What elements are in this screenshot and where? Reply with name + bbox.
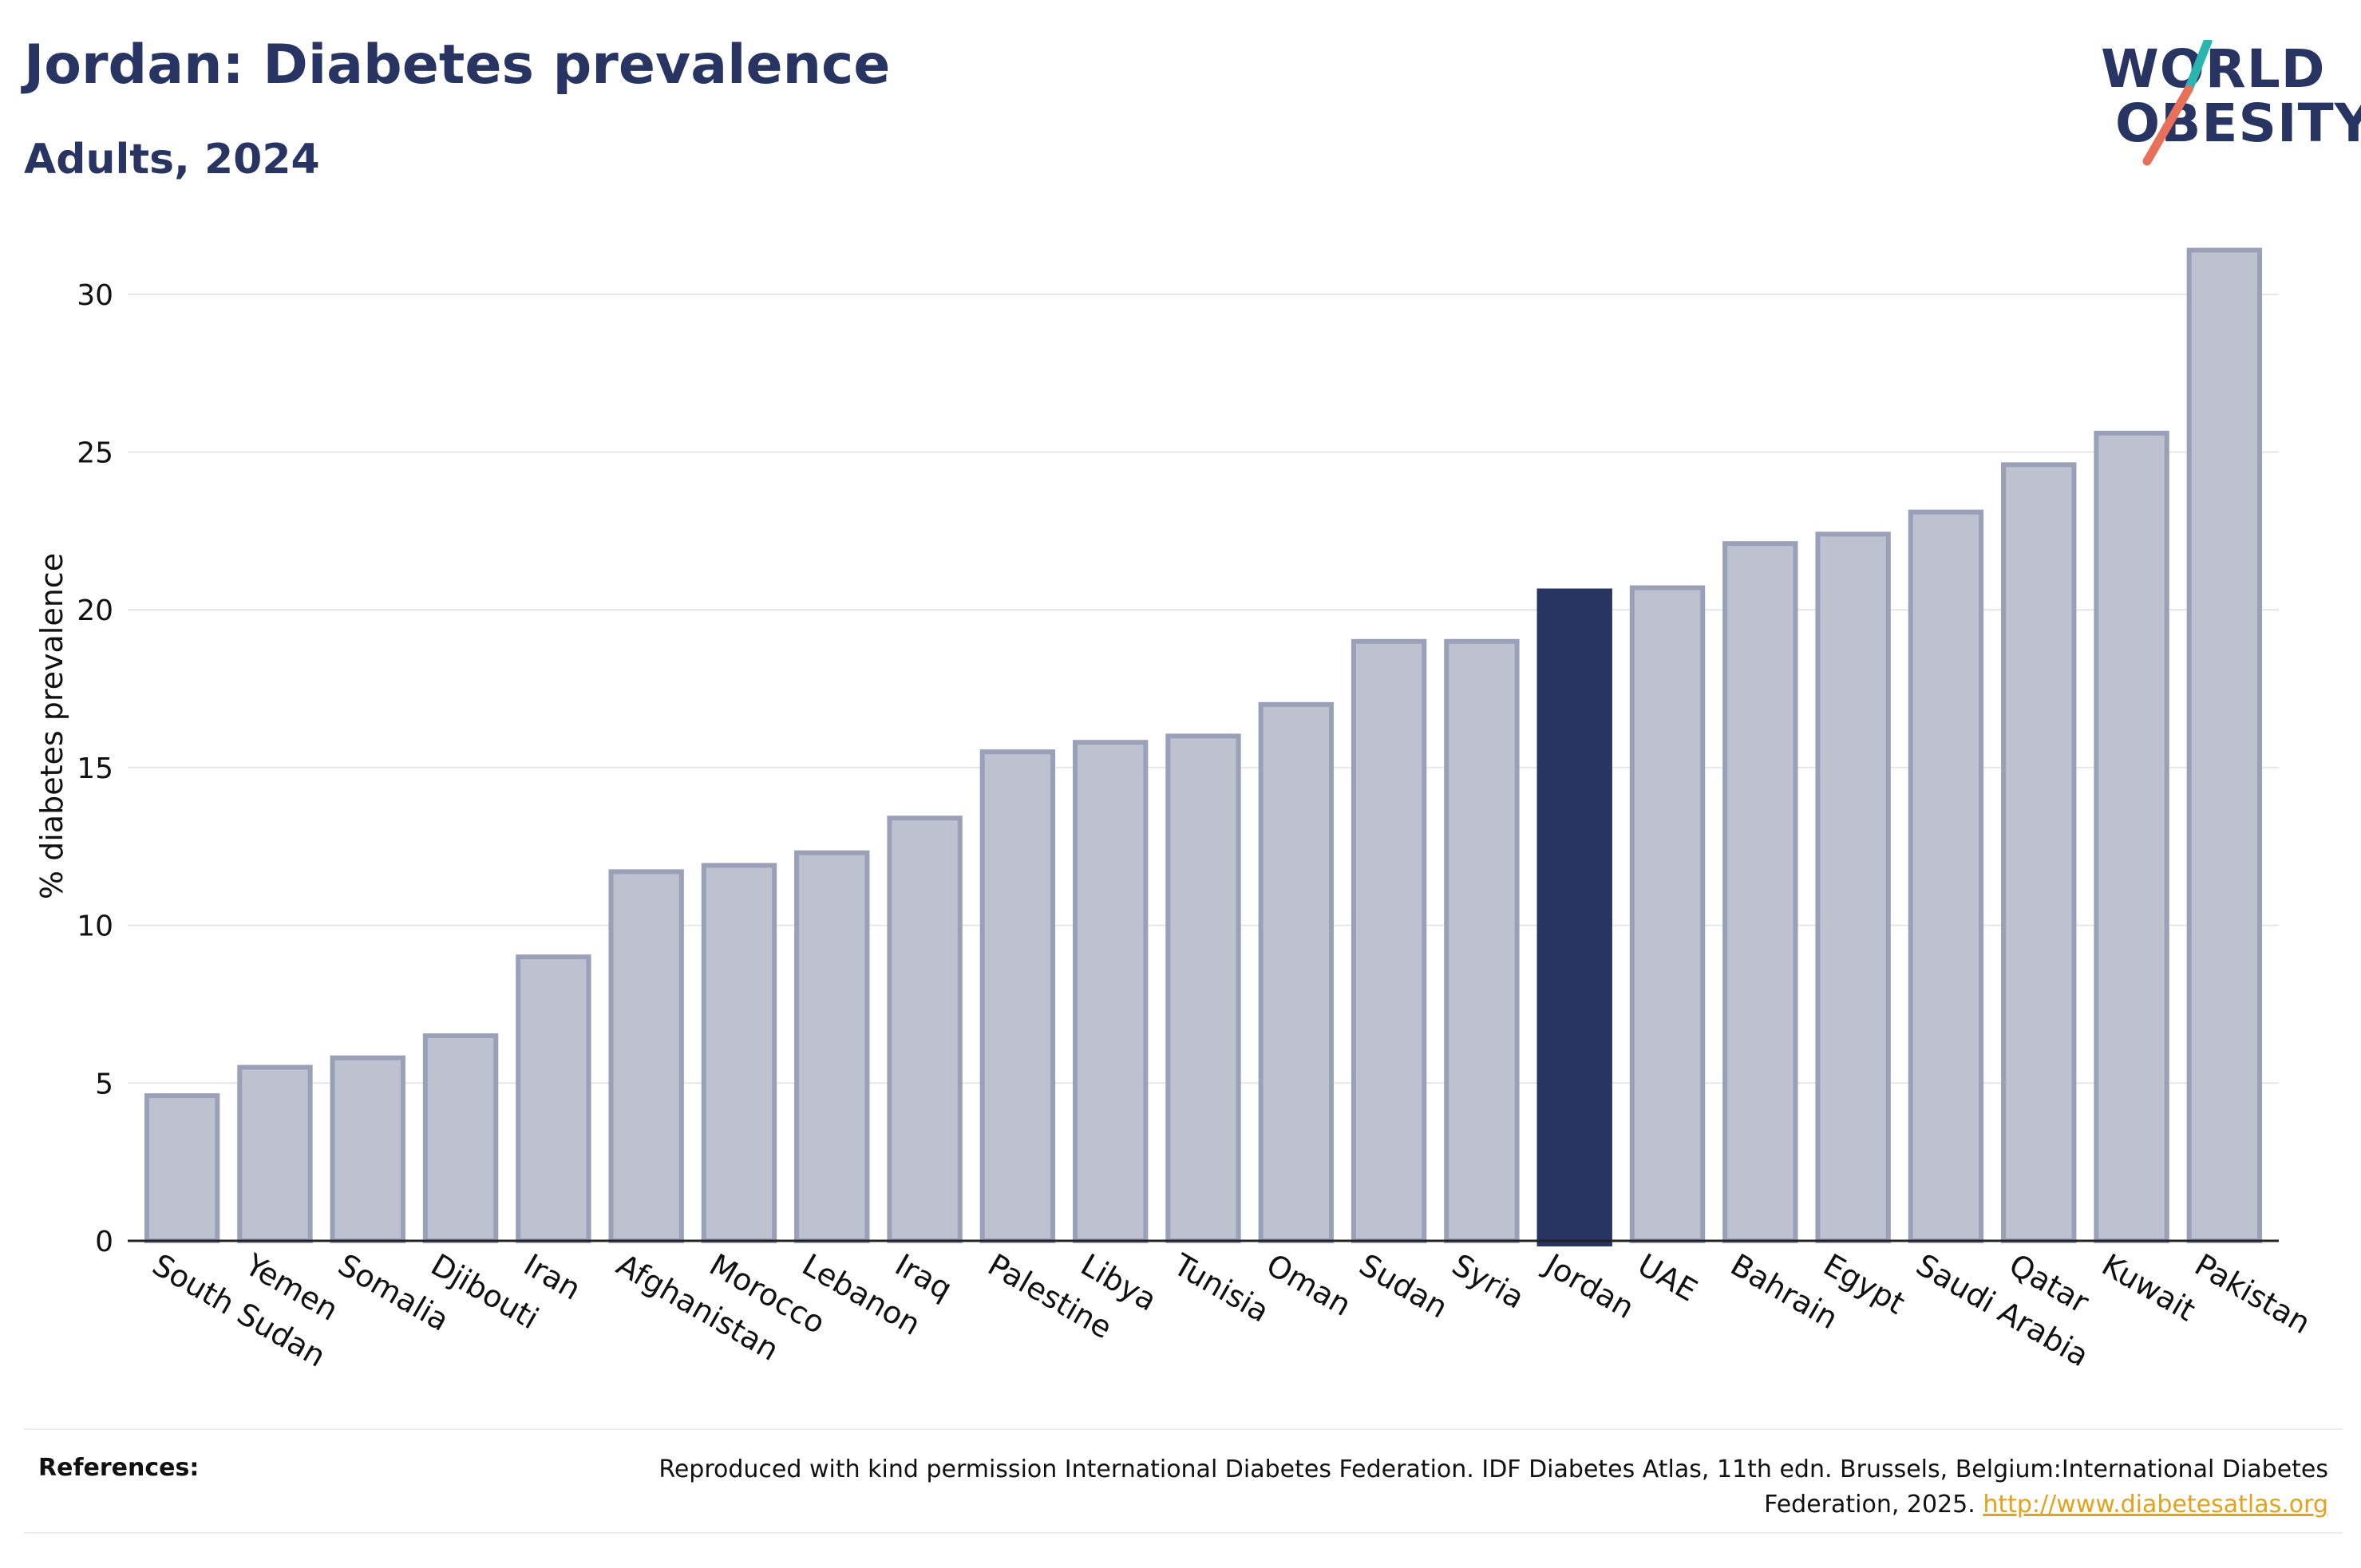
bar-yemen[interactable] — [237, 1064, 313, 1243]
bar-somalia[interactable] — [330, 1055, 405, 1243]
bar-libya[interactable] — [1073, 740, 1149, 1243]
bar-sudan[interactable] — [1351, 638, 1427, 1243]
x-tick-label: Sudan — [1354, 1247, 1454, 1325]
references-text-block: Reproduced with kind permission Internat… — [572, 1452, 2328, 1523]
bar-djibouti[interactable] — [422, 1033, 499, 1243]
bar-qatar[interactable] — [2001, 462, 2077, 1243]
world-obesity-logo: WORLD OBESITY — [2091, 38, 2361, 168]
references-text: Reproduced with kind permission Internat… — [658, 1455, 2328, 1519]
bar-jordan[interactable] — [1536, 588, 1612, 1246]
bar-iraq[interactable] — [887, 816, 963, 1243]
bar-afghanistan[interactable] — [608, 869, 684, 1244]
bar-morocco[interactable] — [701, 863, 777, 1243]
logo-slash-icon — [2142, 40, 2213, 166]
y-tick-label: 10 — [77, 910, 113, 943]
y-tick-label: 20 — [77, 594, 113, 627]
bar-oman[interactable] — [1258, 701, 1334, 1243]
x-tick-label: Pakistan — [2189, 1247, 2316, 1341]
references-link[interactable]: http://www.diabetesatlas.org — [1983, 1491, 2328, 1519]
x-tick-label: Jordan — [1537, 1246, 1639, 1326]
chart-title: Jordan: Diabetes prevalence — [24, 34, 891, 97]
bar-saudi-arabia[interactable] — [1908, 509, 1984, 1243]
y-tick-label: 15 — [77, 752, 113, 785]
x-tick-label: Syria — [1446, 1247, 1530, 1316]
y-tick-label: 0 — [95, 1226, 113, 1258]
bar-kuwait[interactable] — [2094, 430, 2169, 1243]
x-tick-label: UAE — [1632, 1247, 1703, 1309]
logo-line-1: WORLD — [2101, 38, 2326, 100]
bar-palestine[interactable] — [979, 749, 1056, 1243]
y-tick-label: 5 — [95, 1068, 113, 1100]
bar-egypt[interactable] — [1815, 531, 1891, 1243]
bars — [144, 247, 2263, 1246]
y-tick-label: 25 — [77, 437, 113, 470]
bar-syria[interactable] — [1444, 638, 1520, 1243]
bar-bahrain[interactable] — [1722, 541, 1798, 1243]
references-panel: References: Reproduced with kind permiss… — [24, 1428, 2343, 1534]
bar-tunisia[interactable] — [1165, 733, 1241, 1243]
y-tick-label: 30 — [77, 279, 113, 312]
bar-uae[interactable] — [1629, 585, 1706, 1243]
bar-pakistan[interactable] — [2186, 247, 2263, 1243]
chart-subtitle: Adults, 2024 — [24, 136, 320, 184]
x-tick-label: Kuwait — [2096, 1247, 2201, 1329]
x-tick-label: Bahrain — [1725, 1247, 1844, 1337]
bar-iran[interactable] — [516, 954, 591, 1243]
x-tick-label: Oman — [1260, 1247, 1357, 1323]
bar-lebanon[interactable] — [794, 850, 870, 1243]
references-label: References: — [38, 1454, 200, 1482]
y-axis-label: % diabetes prevalence — [34, 553, 69, 899]
x-tick-label: Tunisia — [1167, 1246, 1275, 1329]
bar-south-sudan[interactable] — [144, 1093, 220, 1243]
